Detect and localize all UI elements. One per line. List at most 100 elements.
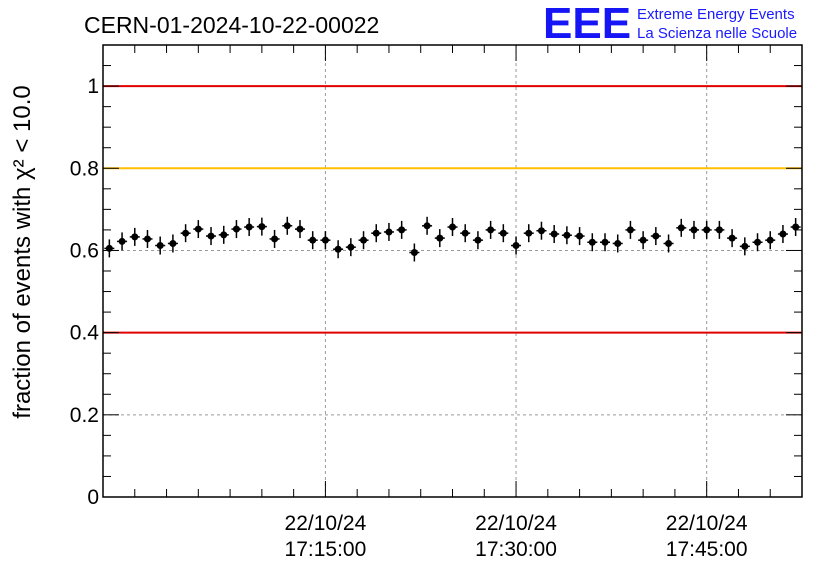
data-point (256, 217, 267, 236)
data-point (638, 231, 649, 250)
marker (626, 226, 634, 234)
marker (563, 231, 571, 239)
marker (754, 238, 762, 246)
data-point (676, 218, 687, 237)
data-point (777, 225, 788, 244)
marker (576, 232, 584, 240)
data-point (790, 218, 801, 237)
marker (372, 229, 380, 237)
marker (360, 236, 368, 244)
logo-line-2: La Scienza nelle Scuole (637, 25, 797, 42)
data-point (193, 220, 204, 239)
y-tick-label: 0.2 (70, 404, 99, 427)
marker (220, 231, 228, 239)
data-point (244, 218, 255, 237)
data-point (142, 229, 153, 248)
data-point (498, 224, 509, 243)
marker (436, 234, 444, 242)
data-point (511, 236, 522, 255)
marker (677, 224, 685, 232)
marker (309, 236, 317, 244)
data-points (104, 216, 801, 262)
marker (245, 223, 253, 231)
data-point (269, 229, 280, 248)
grid (103, 45, 802, 497)
data-point (727, 229, 738, 248)
eee-logo: EEE Extreme Energy Events La Scienza nel… (543, 0, 797, 48)
data-point (625, 220, 636, 239)
data-point (447, 218, 458, 237)
data-point (434, 229, 445, 248)
data-point (752, 233, 763, 252)
marker (169, 239, 177, 247)
data-point (587, 233, 598, 252)
chart-title: CERN-01-2024-10-22-00022 (84, 12, 379, 38)
data-point (549, 225, 560, 244)
data-point (561, 226, 572, 245)
data-point (701, 220, 712, 239)
data-point (460, 224, 471, 243)
marker (131, 233, 139, 241)
y-tick-label: 0 (87, 486, 99, 509)
data-point (536, 221, 547, 240)
plot-frame (102, 44, 803, 498)
data-point (371, 224, 382, 243)
data-point (396, 220, 407, 239)
marker (182, 229, 190, 237)
marker (258, 223, 266, 231)
marker (512, 242, 520, 250)
marker (792, 223, 800, 231)
marker (105, 244, 113, 252)
data-point (523, 224, 534, 243)
data-point (167, 234, 178, 253)
logo-line-1: Extreme Energy Events (637, 6, 795, 23)
marker (665, 239, 673, 247)
x-tick-label-time: 17:30:00 (475, 538, 557, 561)
data-point (383, 222, 394, 241)
data-point (650, 227, 661, 246)
data-point (574, 227, 585, 246)
marker (232, 225, 240, 233)
data-point (155, 236, 166, 255)
x-tick-label-date: 22/10/24 (285, 512, 367, 535)
x-tick-label-time: 17:45:00 (666, 538, 748, 561)
marker (728, 234, 736, 242)
data-point (485, 220, 496, 239)
marker (741, 242, 749, 250)
marker (525, 229, 533, 237)
y-tick-label: 1 (87, 75, 99, 98)
marker (703, 226, 711, 234)
axes: 0 0.2 0.4 0.6 0.8 1 22/10/24 17:15:00 22/10/24 17… (70, 44, 803, 561)
marker (461, 229, 469, 237)
marker (614, 239, 622, 247)
reference-lines (103, 85, 802, 334)
marker (779, 230, 787, 238)
y-tick-label: 0.4 (70, 322, 100, 345)
logo-mark: EEE (543, 0, 631, 48)
data-point (180, 224, 191, 243)
data-point (358, 231, 369, 250)
marker (207, 232, 215, 240)
marker (601, 238, 609, 246)
data-point (765, 231, 776, 250)
marker (271, 235, 279, 243)
marker (537, 227, 545, 235)
data-point (714, 220, 725, 239)
marker (487, 226, 495, 234)
marker (449, 223, 456, 231)
data-point (129, 227, 140, 246)
data-point (218, 225, 229, 244)
x-tick-label-time: 17:15:00 (285, 538, 367, 561)
x-tick-label-date: 22/10/24 (666, 512, 748, 535)
marker (690, 226, 698, 234)
marker (283, 222, 291, 230)
marker (423, 222, 431, 230)
marker (474, 236, 482, 244)
data-point (663, 234, 674, 253)
data-point (231, 220, 242, 239)
data-point (345, 238, 356, 257)
marker (118, 237, 126, 245)
data-point (739, 237, 750, 256)
marker (588, 238, 596, 246)
